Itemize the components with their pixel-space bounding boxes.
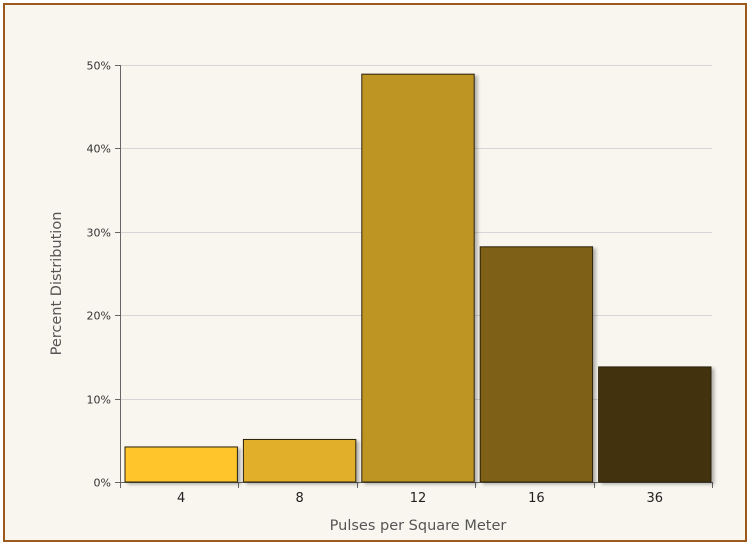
x-tick-label: 36 xyxy=(647,491,664,506)
y-axis-title: Percent Distribution xyxy=(49,212,65,356)
y-tick-label: 10% xyxy=(87,394,111,407)
x-tick-label: 12 xyxy=(410,491,427,506)
tick-labels: 0% 10% 20% 30% 40% 50% 4 8 12 16 36 xyxy=(87,60,664,507)
x-tick-label: 4 xyxy=(177,491,185,506)
bar-16 xyxy=(479,246,594,483)
bar-12 xyxy=(361,73,475,483)
y-tick-label: 40% xyxy=(87,143,111,156)
y-tick-label: 30% xyxy=(87,227,111,240)
bar-8 xyxy=(242,438,357,483)
bar-36 xyxy=(598,366,712,483)
y-tick-label: 0% xyxy=(94,477,111,490)
y-tick-label: 50% xyxy=(87,60,111,73)
bars xyxy=(124,73,712,483)
y-tick-label: 20% xyxy=(87,310,111,323)
bar-4 xyxy=(124,446,238,483)
x-tick-label: 8 xyxy=(295,491,303,506)
x-tick-label: 16 xyxy=(528,491,545,506)
x-axis-title: Pulses per Square Meter xyxy=(330,518,507,534)
